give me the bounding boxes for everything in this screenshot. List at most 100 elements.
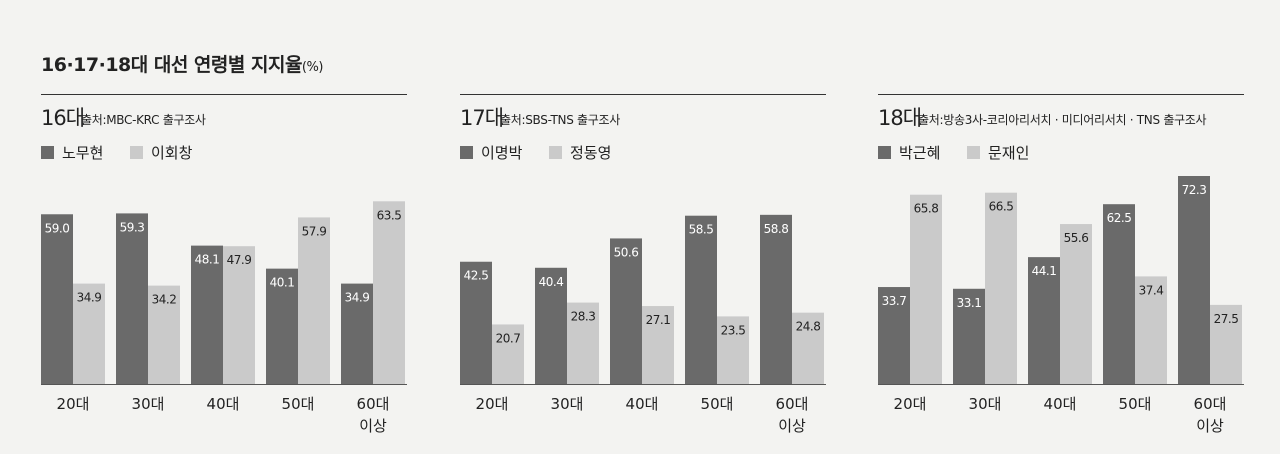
data-label: 59.3 (120, 220, 145, 234)
data-label: 23.5 (721, 323, 746, 337)
data-label: 65.8 (914, 202, 939, 216)
data-label: 40.1 (270, 276, 295, 290)
bar (1178, 176, 1210, 384)
data-label: 66.5 (989, 200, 1014, 214)
panel-subtitle: 출처:방송3사-코리아리서치 · 미디어리서치 · TNS 출구조사 (918, 113, 1207, 127)
data-label: 47.9 (227, 253, 252, 267)
bar (910, 194, 942, 384)
category-label: 40대 (1044, 395, 1077, 413)
data-label: 20.7 (496, 331, 521, 345)
legend-label-1: 이명박 (481, 144, 523, 162)
bar (148, 285, 180, 384)
category-label: 50대 (1119, 395, 1152, 413)
category-label: 30대 (551, 395, 584, 413)
category-label: 20대 (894, 395, 927, 413)
data-label: 34.9 (77, 291, 102, 305)
bar (792, 312, 824, 384)
category-label: 30대 (969, 395, 1002, 413)
panel-title: 17대 (460, 106, 503, 130)
category-label: 40대 (626, 395, 659, 413)
category-label: 50대 (282, 395, 315, 413)
bar (1060, 224, 1092, 384)
bar (642, 306, 674, 384)
data-label: 34.2 (152, 293, 177, 307)
main-title-text: 16·17·18대 대선 연령별 지지율 (41, 54, 302, 76)
data-label: 62.5 (1107, 211, 1132, 225)
legend-swatch-2 (130, 146, 143, 159)
bar (460, 261, 492, 384)
data-label: 58.8 (764, 222, 789, 236)
data-label: 48.1 (195, 253, 220, 267)
data-label: 28.3 (571, 310, 596, 324)
category-label: 60대 (776, 395, 809, 413)
bar (341, 283, 373, 384)
category-label: 20대 (57, 395, 90, 413)
data-label: 72.3 (1182, 183, 1207, 197)
data-label: 57.9 (302, 224, 327, 238)
category-label: 30대 (132, 395, 165, 413)
bar (191, 245, 223, 384)
category-label: 60대 (357, 395, 390, 413)
data-label: 55.6 (1064, 231, 1089, 245)
legend-swatch-1 (41, 146, 54, 159)
data-label: 59.0 (45, 221, 70, 235)
category-label: 60대 (1194, 395, 1227, 413)
category-label: 이상 (1196, 417, 1224, 435)
panel-title: 18대 (878, 106, 921, 130)
bar (373, 201, 405, 384)
data-label: 44.1 (1032, 264, 1057, 278)
panel-subtitle: 출처:SBS-TNS 출구조사 (500, 113, 620, 127)
bar (717, 316, 749, 384)
bar (985, 192, 1017, 384)
bar (1103, 204, 1135, 384)
legend-swatch-1 (878, 146, 891, 159)
legend-swatch-2 (549, 146, 562, 159)
bar (760, 214, 792, 384)
bar (73, 283, 105, 384)
bar (1210, 304, 1242, 384)
data-label: 37.4 (1139, 283, 1164, 297)
data-label: 24.8 (796, 320, 821, 334)
main-title-unit: (%) (301, 60, 324, 75)
bar (298, 217, 330, 384)
bar (878, 287, 910, 384)
main-title: 16·17·18대 대선 연령별 지지율(%) (41, 50, 323, 77)
data-label: 33.7 (882, 294, 907, 308)
legend-label-2: 이회창 (151, 144, 193, 162)
bar (610, 238, 642, 384)
data-label: 42.5 (464, 269, 489, 283)
bar (567, 302, 599, 384)
data-label: 33.1 (957, 296, 982, 310)
legend-label-1: 노무현 (62, 144, 103, 162)
category-label: 40대 (207, 395, 240, 413)
bar (1135, 276, 1167, 384)
legend-label-2: 문재인 (988, 144, 1029, 162)
panel-subtitle: 출처:MBC-KRC 출구조사 (81, 113, 206, 127)
data-label: 27.1 (646, 313, 671, 327)
bar (492, 324, 524, 384)
legend-swatch-1 (460, 146, 473, 159)
data-label: 34.9 (345, 291, 370, 305)
data-label: 63.5 (377, 208, 402, 222)
legend-label-2: 정동영 (570, 144, 611, 162)
category-label: 이상 (778, 417, 806, 435)
panel-title: 16대 (41, 106, 84, 130)
category-label: 20대 (476, 395, 509, 413)
bar (266, 268, 298, 384)
data-label: 58.5 (689, 223, 714, 237)
legend-label-1: 박근혜 (899, 144, 940, 162)
bar (116, 213, 148, 384)
bar (953, 288, 985, 384)
bar (685, 215, 717, 384)
data-label: 40.4 (539, 275, 564, 289)
category-label: 50대 (701, 395, 734, 413)
data-label: 27.5 (1214, 312, 1239, 326)
legend-swatch-2 (967, 146, 980, 159)
bar (1028, 257, 1060, 384)
category-label: 이상 (359, 417, 387, 435)
